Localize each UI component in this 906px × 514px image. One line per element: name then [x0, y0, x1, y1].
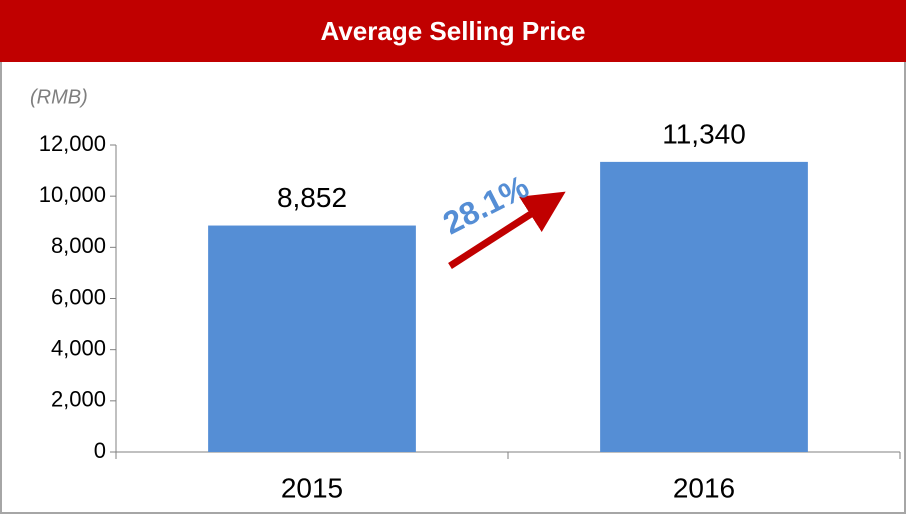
y-tick-label: 10,000 [39, 182, 106, 207]
value-label: 11,340 [662, 118, 746, 149]
y-axis-label: (RMB) [30, 86, 88, 108]
y-tick-label: 4,000 [51, 335, 106, 360]
x-tick-label: 2016 [673, 472, 735, 503]
y-tick-label: 2,000 [51, 387, 106, 412]
growth-arrow [448, 191, 566, 269]
bar [208, 225, 416, 452]
y-tick-label: 12,000 [39, 131, 106, 156]
value-label: 8,852 [277, 182, 347, 213]
x-tick-label: 2015 [281, 472, 343, 503]
y-tick-label: 8,000 [51, 233, 106, 258]
y-tick-label: 6,000 [51, 284, 106, 309]
chart-title: Average Selling Price [321, 16, 586, 46]
bar [600, 161, 808, 452]
title-band [0, 0, 906, 62]
y-tick-label: 0 [94, 438, 106, 463]
